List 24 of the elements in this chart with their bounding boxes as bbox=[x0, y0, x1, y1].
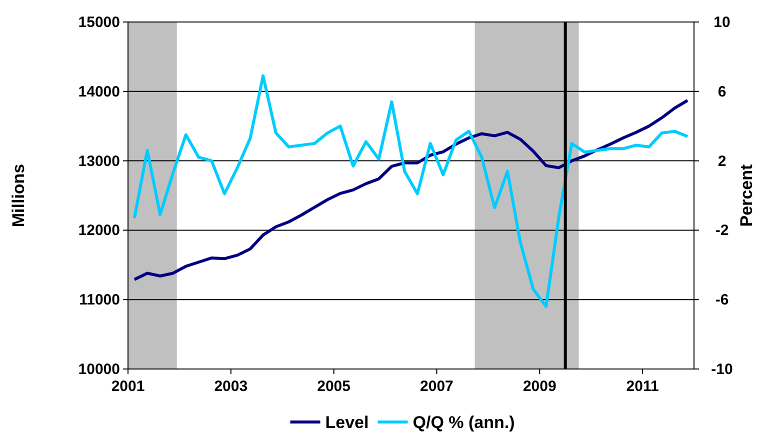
y2-tick-label: 2 bbox=[718, 152, 726, 170]
line-series bbox=[132, 98, 690, 281]
y-tick-label: 12000 bbox=[78, 222, 120, 240]
x-tick-label: 2001 bbox=[111, 378, 145, 395]
legend-label: Level bbox=[325, 413, 369, 432]
line-series bbox=[132, 74, 690, 308]
y2-tick-label: -2 bbox=[715, 222, 729, 240]
y-tick-label: 15000 bbox=[78, 14, 120, 31]
y-tick-label: 10000 bbox=[78, 361, 120, 378]
x-tick-label: 2005 bbox=[317, 378, 351, 395]
x-tick-label: 2007 bbox=[420, 378, 454, 395]
y2-tick-label: -6 bbox=[715, 292, 729, 309]
y2-tick-label: 10 bbox=[714, 14, 730, 31]
y2-tick-label: -10 bbox=[711, 361, 733, 378]
x-tick-label: 2003 bbox=[214, 378, 248, 395]
x-tick-label: 2011 bbox=[626, 378, 659, 395]
y2-tick-label: 6 bbox=[718, 83, 726, 100]
legend-label: Q/Q % (ann.) bbox=[412, 413, 515, 432]
y2-axis-title: Percent bbox=[737, 164, 756, 227]
x-tick-label: 2009 bbox=[522, 378, 556, 395]
y-tick-label: 14000 bbox=[78, 83, 120, 100]
y-axis-title: Millions bbox=[9, 164, 28, 228]
y-tick-label: 13000 bbox=[78, 152, 120, 170]
y-tick-label: 11000 bbox=[79, 292, 120, 309]
